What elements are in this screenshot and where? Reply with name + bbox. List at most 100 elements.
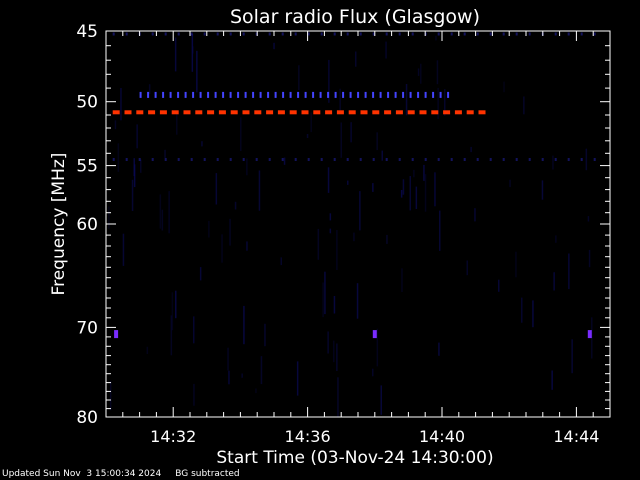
noise-streak [400, 190, 403, 198]
band-segment-2 [281, 32, 284, 36]
band-segment-3 [307, 158, 310, 161]
band-segment-2 [190, 32, 193, 36]
footer-status: Updated Sun Nov 3 15:00:34 2024 BG subtra… [2, 469, 240, 480]
noise-streak [243, 305, 245, 345]
noise-streak [171, 292, 174, 331]
band-segment-2 [164, 32, 167, 36]
y-tick-label: 80 [76, 408, 98, 428]
noise-streak [355, 51, 357, 67]
band-segment-1 [267, 91, 270, 98]
band-segment-3 [424, 158, 427, 161]
noise-streak [322, 282, 324, 318]
band-segment-0 [466, 110, 474, 115]
noise-streak [417, 68, 420, 76]
noise-streak [401, 268, 403, 292]
noise-streak [280, 257, 282, 266]
noise-streak [273, 42, 275, 50]
band-segment-1 [372, 91, 375, 98]
noise-streak [541, 180, 544, 200]
x-axis: 14:32 14:36 14:40 14:44 [105, 31, 611, 446]
band-segment-2 [294, 32, 297, 36]
noise-streak [329, 228, 332, 234]
noise-streak [356, 283, 359, 319]
noise-streak [264, 323, 266, 347]
band-segment-0 [266, 110, 274, 115]
band-segment-1 [439, 91, 442, 98]
band-segment-3 [268, 158, 271, 161]
band-segment-3 [398, 158, 401, 161]
band-segment-0 [254, 110, 262, 115]
noise-streak [175, 290, 177, 319]
band-segment-1 [177, 91, 180, 98]
noise-streak [515, 251, 517, 278]
band-segment-2 [502, 32, 505, 36]
noise-streak [174, 37, 177, 72]
noise-streak [434, 172, 436, 207]
noise-streak [521, 297, 523, 323]
y-tick-label: 50 [76, 93, 98, 113]
band-segment-2 [398, 32, 401, 36]
y-tick-label: 55 [76, 157, 98, 177]
band-segment-2 [125, 32, 128, 36]
band-segment-1 [147, 91, 150, 98]
noise-streak [339, 88, 341, 112]
noise-streak [227, 347, 229, 371]
noise-streak [386, 234, 388, 244]
band-segment-1 [349, 91, 352, 98]
band-segment-1 [282, 91, 285, 98]
band-segment-2 [203, 32, 206, 36]
band-segment-2 [268, 32, 271, 36]
band-segment-1 [432, 91, 435, 98]
noise-streak [553, 272, 555, 291]
updated-timestamp: Updated Sun Nov 3 15:00:34 2024 [2, 469, 162, 479]
band-segment-2 [229, 32, 232, 36]
band-segment-1 [237, 91, 240, 98]
noise-streak [258, 170, 261, 211]
y-tick-label: 70 [76, 318, 98, 338]
band-segment-0 [183, 110, 191, 115]
noise-streak [470, 146, 472, 153]
band-segment-0 [407, 110, 415, 115]
band-segment-2 [450, 32, 453, 36]
band-segment-0 [419, 110, 427, 115]
noise-streak [176, 112, 178, 135]
noise-streak [359, 191, 361, 231]
band-segment-1 [192, 91, 195, 98]
burst-spot [587, 330, 592, 339]
band-segment-2 [151, 32, 154, 36]
noise-streak [148, 84, 151, 95]
band-segment-1 [409, 91, 412, 98]
noise-streak [170, 315, 173, 356]
band-segment-2 [489, 32, 492, 36]
band-segment-1 [162, 91, 165, 98]
plot-noise-layer [108, 34, 593, 417]
band-segment-3 [151, 158, 154, 161]
noise-streak [215, 173, 218, 205]
noise-streak [168, 191, 170, 234]
band-segment-3 [580, 158, 583, 161]
noise-streak [327, 167, 330, 193]
noise-streak [146, 346, 149, 354]
noise-streak [122, 233, 125, 266]
band-segment-3 [333, 158, 336, 161]
band-segment-0 [454, 110, 462, 115]
band-segment-1 [222, 91, 225, 98]
noise-streak [402, 179, 405, 195]
noise-streak [114, 120, 117, 130]
y-tick-label: 45 [76, 22, 98, 42]
noise-streak [240, 117, 242, 151]
band-segment-3 [125, 158, 128, 161]
band-segment-1 [417, 91, 420, 98]
noise-streak [405, 84, 408, 116]
noise-streak [329, 213, 332, 221]
band-segment-0 [171, 110, 179, 115]
noise-streak [532, 300, 534, 328]
band-segment-2 [307, 32, 310, 36]
band-segment-3 [255, 158, 258, 161]
noise-streak [568, 253, 570, 290]
noise-streak [234, 201, 237, 210]
y-tick-label: 60 [76, 215, 98, 235]
band-segment-3 [112, 158, 115, 161]
band-segment-1 [379, 91, 382, 98]
